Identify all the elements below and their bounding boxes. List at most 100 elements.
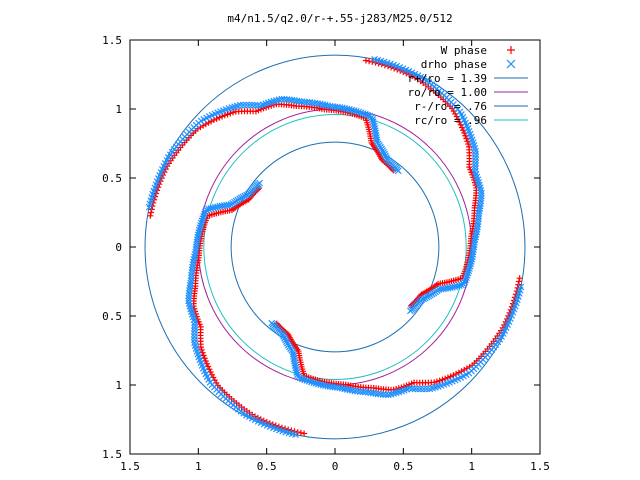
data-point — [251, 101, 259, 109]
y-tick-label: 0.5 — [102, 172, 122, 185]
data-point — [453, 370, 460, 377]
data-point — [294, 373, 302, 381]
data-point — [245, 101, 253, 109]
x-tick-label: 0.5 — [257, 460, 277, 473]
data-point — [301, 376, 309, 384]
data-point — [201, 210, 208, 218]
axis-ticks: 1.5 1 0.5 0 0.5 1 1.51.510.500.511.5 — [102, 34, 550, 473]
data-point — [199, 349, 206, 356]
legend-label: r-/ro = .76 — [414, 100, 487, 113]
data-point — [221, 112, 228, 119]
data-point — [458, 124, 465, 131]
data-point — [200, 212, 208, 220]
data-point — [383, 156, 391, 163]
data-point — [475, 215, 482, 223]
data-point — [516, 275, 523, 282]
data-point — [336, 384, 344, 392]
data-point — [471, 165, 479, 173]
data-point — [207, 369, 214, 376]
data-point — [201, 208, 209, 216]
data-point — [230, 109, 237, 116]
data-point — [366, 58, 373, 65]
data-point — [227, 110, 234, 117]
data-point — [239, 101, 247, 109]
legend-label: W phase — [441, 44, 487, 57]
data-point — [254, 101, 262, 109]
data-point — [198, 217, 206, 225]
data-point — [466, 143, 473, 150]
data-point — [219, 113, 226, 120]
data-point — [202, 206, 210, 214]
y-tick-label: 0.5 — [102, 310, 122, 323]
data-point — [243, 191, 250, 199]
data-point — [411, 385, 419, 393]
data-point — [203, 360, 210, 367]
data-point — [326, 102, 334, 110]
data-point — [205, 363, 212, 370]
data-point — [366, 112, 374, 120]
data-point — [470, 238, 478, 246]
data-point — [471, 162, 479, 170]
data-point — [208, 118, 215, 125]
data-point — [364, 111, 371, 119]
data-point — [189, 258, 197, 266]
chart-title: m4/n1.5/q2.0/r-+.55-j283/M25.0/512 — [227, 12, 452, 25]
data-point — [299, 375, 306, 383]
data-point — [473, 225, 481, 233]
data-point — [319, 101, 327, 108]
data-point — [191, 321, 199, 329]
legend-label: rc/ro = .96 — [414, 114, 487, 127]
data-point — [423, 385, 431, 393]
data-point — [303, 377, 311, 384]
data-point — [201, 355, 208, 362]
data-point — [455, 369, 462, 376]
data-point — [188, 269, 196, 276]
data-point — [382, 154, 390, 162]
x-tick-label: 0.5 — [393, 460, 413, 473]
data-point — [462, 132, 469, 139]
data-point — [465, 141, 472, 148]
circle-1 — [197, 108, 473, 386]
data-point — [147, 209, 154, 216]
data-point — [197, 344, 204, 351]
data-point — [359, 388, 367, 396]
phase-points — [145, 55, 525, 439]
circle-0 — [144, 54, 526, 440]
data-point — [472, 156, 480, 164]
data-point — [371, 55, 378, 63]
data-point — [464, 269, 472, 277]
data-point — [406, 384, 413, 392]
data-point — [447, 373, 454, 380]
data-point — [361, 110, 369, 118]
data-point — [462, 274, 470, 282]
data-point — [343, 386, 351, 393]
data-point — [471, 236, 479, 244]
data-point — [188, 271, 195, 279]
data-point — [516, 278, 523, 285]
y-tick-label: 1 — [115, 379, 122, 392]
legend-label: ro/ro = 1.00 — [408, 86, 487, 99]
data-point — [224, 111, 231, 118]
data-point — [472, 150, 480, 158]
data-point — [198, 346, 205, 353]
data-point — [472, 159, 479, 167]
data-point — [189, 261, 197, 269]
data-point — [280, 332, 288, 340]
data-point — [418, 296, 426, 304]
data-point — [321, 101, 329, 109]
data-point — [210, 117, 217, 124]
data-point — [279, 331, 287, 338]
circle-3 — [203, 114, 467, 380]
data-point — [341, 385, 349, 393]
data-point — [202, 358, 209, 365]
data-point — [242, 101, 250, 109]
data-point — [244, 190, 252, 198]
legend-marker — [507, 46, 515, 54]
data-point — [461, 129, 468, 136]
data-point — [408, 385, 416, 393]
y-tick-label: 1.5 — [102, 448, 122, 461]
data-point — [192, 248, 200, 256]
data-point — [414, 385, 422, 393]
data-point — [474, 218, 482, 225]
